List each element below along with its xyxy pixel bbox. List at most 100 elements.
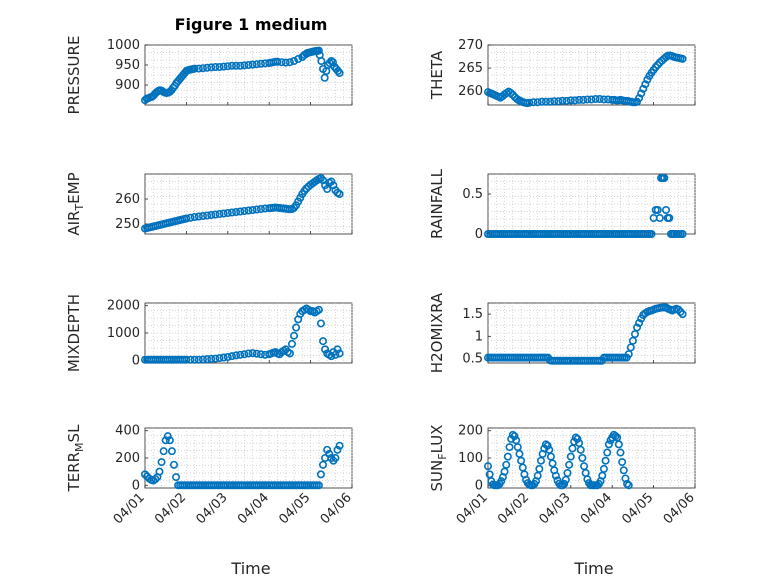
data-point [587, 95, 596, 104]
data-point [198, 355, 207, 364]
data-point [678, 230, 687, 239]
data-point [182, 355, 191, 364]
data-point [165, 436, 174, 445]
data-point [321, 345, 330, 354]
y-tick-label: 200 [458, 424, 483, 439]
data-point [573, 434, 582, 443]
data-point [558, 96, 567, 105]
data-point [603, 448, 612, 457]
data-point [141, 470, 150, 479]
data-point [236, 350, 245, 359]
data-point [232, 61, 241, 70]
data-point [655, 214, 664, 223]
data-point [333, 67, 342, 76]
y-tick-label: 260 [115, 192, 140, 207]
data-point [611, 432, 620, 441]
data-point [163, 432, 172, 441]
data-point [328, 58, 337, 67]
data-point [537, 97, 546, 106]
data-point [628, 336, 637, 345]
data-point [316, 470, 325, 479]
data-point [641, 80, 650, 89]
y-tick-label: 1000 [107, 38, 140, 53]
data-point [506, 89, 515, 98]
data-point [551, 471, 560, 480]
y-axis-label: SUNFLUX [428, 425, 449, 492]
data-point [236, 61, 245, 70]
data-point [190, 213, 199, 222]
data-point [244, 60, 253, 69]
data-point [232, 351, 241, 360]
y-axis-label: RAINFALL [428, 168, 446, 239]
data-point [619, 466, 628, 475]
data-point [333, 345, 342, 354]
data-point [155, 467, 164, 476]
data-point [244, 349, 253, 358]
data-point [333, 445, 342, 454]
data-point [505, 443, 514, 452]
data-point [662, 206, 671, 215]
data-point [316, 319, 325, 328]
data-point [186, 213, 195, 222]
data-point [535, 464, 544, 473]
data-point [223, 62, 232, 71]
data-point [546, 97, 555, 106]
data-point [256, 205, 265, 214]
data-point [186, 355, 195, 364]
data-point [560, 479, 569, 488]
data-point [169, 460, 178, 469]
data-point [319, 337, 328, 346]
data-point [294, 54, 303, 63]
data-point [331, 453, 340, 462]
data-point [252, 60, 261, 69]
data-point [151, 475, 160, 484]
data-point [599, 464, 608, 473]
y-tick-label: 2000 [107, 299, 140, 314]
y-tick-label: 250 [115, 217, 140, 232]
data-point [550, 97, 559, 106]
y-tick-label: 950 [115, 58, 140, 73]
data-point [211, 210, 220, 219]
data-point [290, 331, 299, 340]
data-point [510, 432, 519, 441]
data-point [566, 96, 575, 105]
data-point [240, 350, 249, 359]
plot-area [487, 173, 696, 235]
data-point [562, 96, 571, 105]
data-point [248, 206, 257, 215]
plot-area [487, 44, 696, 106]
data-point [525, 98, 534, 107]
data-point [623, 479, 632, 488]
data-point [227, 352, 236, 361]
data-point [167, 447, 176, 456]
data-point [483, 462, 492, 471]
data-point [194, 64, 203, 73]
data-point [325, 449, 334, 458]
data-point [660, 174, 669, 183]
data-point [207, 211, 216, 220]
data-point [533, 98, 542, 107]
y-tick-label: 0 [475, 478, 483, 493]
data-point [601, 456, 610, 465]
data-point [223, 352, 232, 361]
data-point [576, 445, 585, 454]
data-point [647, 230, 656, 239]
data-point [194, 212, 203, 221]
y-axis-label: THETA [428, 50, 446, 100]
y-tick-label: 0 [132, 353, 140, 368]
data-point [508, 430, 517, 439]
plot-area [144, 427, 353, 489]
data-point [256, 59, 265, 68]
x-axis-label-left: Time [230, 559, 270, 578]
data-point [203, 211, 212, 220]
data-point [626, 343, 635, 352]
data-point [172, 473, 181, 482]
data-point [252, 205, 261, 214]
data-point [207, 354, 216, 363]
subplot-3: 250 260 AIRTEMP [65, 172, 353, 236]
data-point [292, 323, 301, 332]
data-point [529, 98, 538, 107]
data-point [614, 440, 623, 449]
data-point [558, 481, 567, 490]
